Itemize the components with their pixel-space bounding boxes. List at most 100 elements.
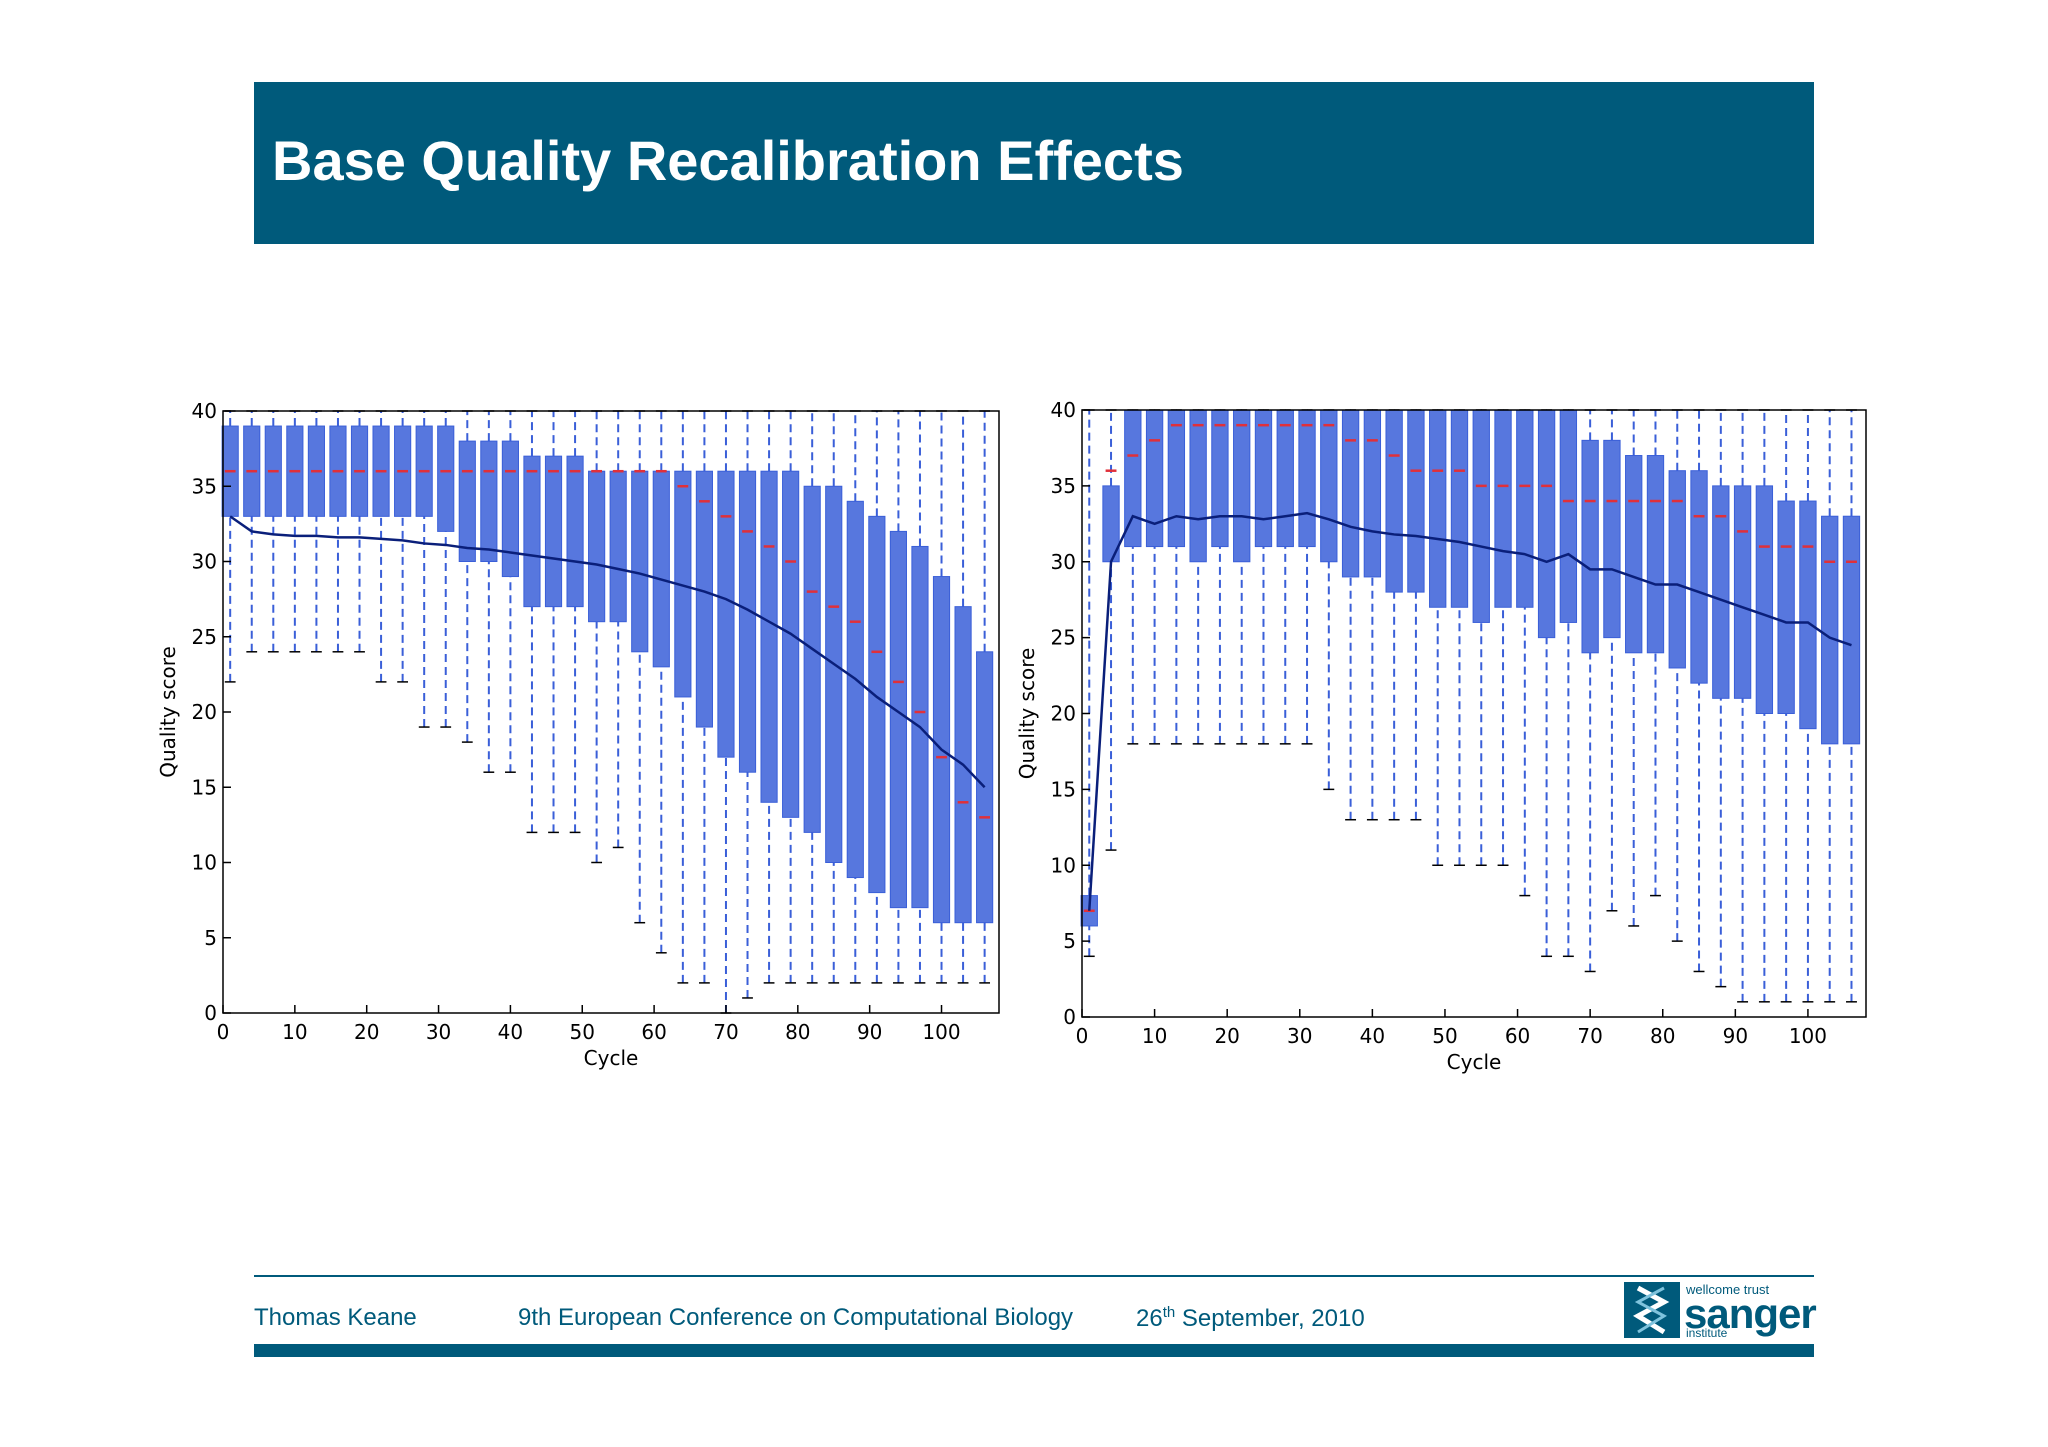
box (1145, 409, 1164, 548)
box (1341, 409, 1360, 578)
x-tick-label: 50 (570, 1020, 595, 1044)
box (1233, 409, 1251, 563)
y-tick-label: 30 (192, 550, 217, 574)
x-tick-label: 20 (1214, 1024, 1239, 1048)
box (1429, 409, 1447, 608)
logo: wellcome trust sanger institute (1624, 1282, 1817, 1340)
y-tick-label: 0 (1063, 1005, 1076, 1029)
box (1690, 470, 1708, 684)
box (1755, 485, 1774, 714)
x-tick-label: 10 (1142, 1024, 1167, 1048)
box (1254, 409, 1273, 548)
box (1189, 409, 1207, 563)
box (868, 515, 886, 894)
box (1842, 515, 1861, 745)
y-tick-label: 35 (192, 474, 217, 498)
box (1276, 409, 1294, 548)
box (1559, 409, 1578, 623)
y-tick-label: 30 (1051, 550, 1076, 574)
box (889, 530, 907, 909)
box (1450, 409, 1469, 608)
y-axis-label: Quality score (1015, 648, 1039, 780)
box (717, 470, 735, 758)
x-tick-label: 40 (498, 1020, 523, 1044)
y-tick-label: 15 (192, 775, 217, 799)
x-tick-label: 60 (641, 1020, 666, 1044)
mean-line (229, 515, 986, 789)
box (523, 455, 541, 608)
box (1799, 500, 1817, 730)
box (544, 455, 563, 608)
box (1712, 485, 1730, 699)
footer-line (254, 1275, 1814, 1277)
x-tick-label: 90 (1723, 1024, 1748, 1048)
x-tick-label: 70 (713, 1020, 738, 1044)
header-bar: Base Quality Recalibration Effects (254, 82, 1814, 244)
box (1603, 439, 1621, 639)
logo-icon (1624, 1282, 1680, 1338)
x-tick-label: 60 (1505, 1024, 1530, 1048)
mean-line (1088, 511, 1852, 911)
y-tick-label: 10 (192, 851, 217, 875)
box (1167, 409, 1186, 548)
box (501, 440, 519, 578)
box (760, 470, 778, 803)
box (1537, 409, 1556, 639)
box (1733, 485, 1752, 699)
box (803, 485, 821, 833)
x-tick-label: 100 (922, 1020, 960, 1044)
x-tick-label: 40 (1360, 1024, 1385, 1048)
x-tick-label: 30 (426, 1020, 451, 1044)
x-tick-label: 80 (1650, 1024, 1675, 1048)
box (738, 470, 757, 773)
box (1472, 409, 1490, 623)
x-tick-label: 100 (1789, 1024, 1827, 1048)
box (566, 455, 584, 608)
box (1211, 409, 1229, 548)
y-axis-label: Quality score (156, 646, 180, 778)
box (782, 470, 800, 818)
chart: 0 5 10 15 20 25 30 35 40 0 10 20 30 40 50 60 70 80 90 100 Cy… (156, 399, 1000, 1070)
box (437, 425, 455, 532)
y-tick-label: 20 (1051, 702, 1076, 726)
footer-conference: 9th European Conference on Computational… (518, 1304, 1074, 1331)
y-tick-label: 15 (1051, 777, 1076, 801)
box (1581, 439, 1599, 654)
x-tick-label: 50 (1432, 1024, 1457, 1048)
x-axis-label: Cycle (1447, 1050, 1502, 1074)
x-tick-label: 10 (282, 1020, 307, 1044)
logo-text: sanger (1684, 1290, 1817, 1337)
logo-helix (1632, 1285, 1670, 1335)
box (1516, 409, 1534, 608)
y-tick-label: 5 (1063, 929, 1076, 953)
date-suffix: th (1162, 1304, 1176, 1321)
x-tick-label: 0 (1076, 1024, 1089, 1048)
box (695, 470, 713, 728)
y-tick-label: 0 (204, 1001, 217, 1025)
box (1821, 515, 1839, 745)
y-tick-label: 25 (1051, 626, 1076, 650)
date-day: 26 (1136, 1305, 1163, 1332)
y-tick-label: 20 (192, 700, 217, 724)
box (1363, 409, 1382, 578)
box (1407, 409, 1425, 593)
y-tick-label: 40 (192, 399, 217, 423)
box (1494, 409, 1512, 608)
box (1777, 500, 1795, 714)
date-rest: September, 2010 (1181, 1305, 1365, 1332)
x-axis-label: Cycle (584, 1046, 639, 1070)
box (846, 500, 864, 879)
y-tick-label: 35 (1051, 474, 1076, 498)
y-tick-label: 10 (1051, 853, 1076, 877)
box (1385, 409, 1403, 593)
footer-bar (254, 1344, 1814, 1357)
x-tick-label: 0 (217, 1020, 230, 1044)
x-tick-label: 80 (785, 1020, 810, 1044)
box (1625, 455, 1643, 654)
logo-text: wellcome trust (1686, 1282, 1770, 1297)
footer-date: 26th September, 2010 (1136, 1304, 1365, 1333)
y-tick-label: 40 (1051, 398, 1076, 422)
x-tick-label: 90 (857, 1020, 882, 1044)
y-tick-label: 25 (192, 625, 217, 649)
